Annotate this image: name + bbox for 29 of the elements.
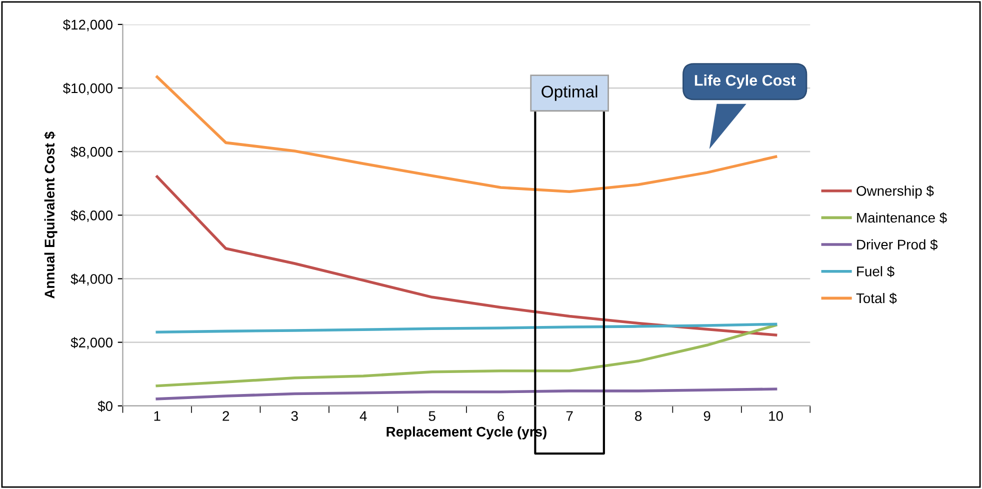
- legend-label: Maintenance $: [857, 212, 947, 224]
- x-tick-label: 4: [360, 411, 367, 421]
- y-tick-label: $6,000: [70, 210, 112, 222]
- x-tick-label: 10: [769, 411, 783, 421]
- y-tick-label: $4,000: [70, 273, 112, 286]
- y-tick-label: $12,000: [62, 19, 112, 32]
- x-tick-label: 2: [222, 411, 230, 421]
- y-axis-title: Annual Equivalent Cost $: [44, 132, 58, 299]
- annotation: Life Cyle Cost: [694, 74, 796, 89]
- line-series: [156, 175, 778, 336]
- legend-label: Driver Prod $: [857, 239, 938, 250]
- line-series: [156, 322, 778, 334]
- x-tick-label: 6: [498, 411, 504, 421]
- x-tick-label: 5: [428, 411, 436, 421]
- x-tick-label: 3: [291, 411, 298, 421]
- line-series: [156, 324, 778, 388]
- line-series: [156, 388, 778, 400]
- x-tick-label: 8: [635, 411, 642, 421]
- x-tick-label: 1: [154, 411, 160, 421]
- annotation: Optimal: [542, 85, 598, 101]
- y-tick-label: $0: [98, 400, 112, 412]
- y-tick-label: $2,000: [70, 337, 112, 350]
- x-tick-label: 9: [704, 411, 710, 421]
- y-tick-label: $10,000: [62, 82, 112, 95]
- y-tick-label: $8,000: [70, 146, 112, 158]
- legend-label: Fuel $: [857, 266, 894, 278]
- x-tick-label: 7: [566, 411, 573, 421]
- legend-label: Ownership $: [856, 185, 934, 199]
- legend-label: Total $: [856, 292, 897, 304]
